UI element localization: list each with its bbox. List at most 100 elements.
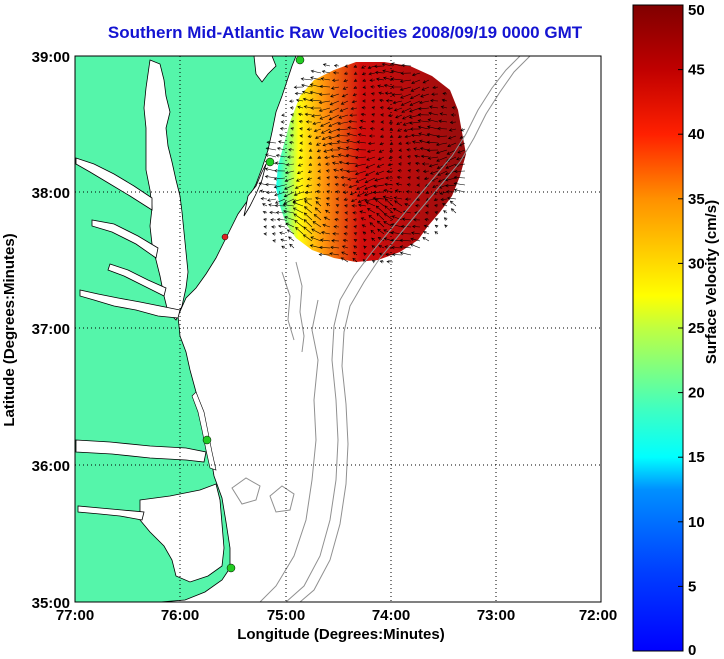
velocity-arrow: [285, 162, 295, 167]
colorbar-tick-label: 0: [688, 642, 696, 659]
velocity-arrow: [456, 156, 466, 161]
velocity-arrow: [295, 226, 304, 235]
velocity-arrow: [409, 107, 421, 113]
velocity-arrows: [258, 62, 466, 264]
velocity-arrow: [332, 232, 340, 236]
velocity-arrow: [270, 218, 277, 222]
velocity-arrow: [383, 221, 394, 228]
velocity-arrow: [350, 198, 358, 202]
station-marker: [295, 56, 305, 65]
velocity-arrow: [331, 78, 340, 83]
velocity-arrow: [371, 99, 376, 103]
velocity-arrow: [373, 64, 385, 68]
velocity-arrow: [374, 198, 385, 207]
velocity-arrow: [371, 245, 376, 249]
velocity-arrow: [343, 197, 349, 201]
graticule: [75, 56, 601, 602]
velocity-arrow: [438, 184, 448, 189]
velocity-arrow: [380, 113, 385, 117]
velocity-arrow: [262, 210, 268, 215]
velocity-arrow: [365, 163, 376, 169]
velocity-arrow: [344, 211, 349, 215]
velocity-arrow: [274, 198, 286, 204]
velocity-arrow: [366, 149, 376, 153]
velocity-arrow: [317, 176, 322, 180]
velocity-arrow: [362, 85, 367, 89]
velocity-arrow: [366, 156, 376, 161]
velocity-arrow: [379, 260, 385, 264]
velocity-arrow: [368, 72, 376, 76]
velocity-arrow: [343, 78, 349, 83]
velocity-arrow: [443, 217, 448, 221]
velocity-arrow: [320, 128, 331, 134]
velocity-arrow: [428, 163, 439, 168]
velocity-arrow: [370, 85, 376, 89]
velocity-arrow: [316, 183, 322, 187]
velocity-arrow: [365, 170, 376, 176]
velocity-arrow: [353, 64, 358, 68]
velocity-arrow: [336, 133, 349, 138]
velocity-arrow: [339, 168, 349, 172]
velocity-arrow: [406, 183, 412, 187]
velocity-arrow: [298, 120, 304, 124]
velocity-arrow: [336, 140, 349, 144]
velocity-arrow: [355, 148, 367, 152]
velocity-arrow: [444, 177, 457, 182]
velocity-arrow: [303, 219, 313, 228]
velocity-arrow: [425, 204, 430, 208]
velocity-arrow: [422, 231, 430, 235]
velocity-arrow: [435, 149, 448, 155]
velocity-arrow: [434, 211, 439, 215]
velocity-arrow: [331, 161, 340, 165]
velocity-arrow: [297, 163, 304, 167]
velocity-arrow: [399, 245, 412, 249]
velocity-arrow: [360, 112, 367, 117]
velocity-arrow: [345, 161, 358, 166]
velocity-arrow: [289, 141, 295, 145]
velocity-arrow: [338, 114, 349, 119]
velocity-arrow: [280, 120, 286, 124]
velocity-arrow: [345, 146, 358, 151]
velocity-arrow: [376, 163, 385, 168]
velocity-arrow: [371, 252, 376, 256]
velocity-arrow: [336, 127, 349, 132]
velocity-arrow: [307, 170, 313, 174]
velocity-arrow: [361, 65, 367, 69]
velocity-arrow: [351, 204, 358, 208]
velocity-arrow: [353, 225, 358, 229]
velocity-arrow: [417, 125, 430, 130]
velocity-arrow: [318, 92, 331, 97]
velocity-arrow: [421, 162, 430, 166]
velocity-arrow: [371, 106, 376, 110]
velocity-arrow: [333, 225, 340, 229]
colorbar-tick-label: 40: [688, 126, 705, 143]
potomac-river: [75, 157, 153, 211]
velocity-arrow: [362, 78, 367, 82]
velocity-arrow: [363, 252, 367, 256]
velocity-arrow: [308, 162, 313, 166]
velocity-arrow: [303, 206, 313, 214]
velocity-arrow: [340, 100, 349, 105]
velocity-arrow: [439, 191, 448, 195]
velocity-arrow: [429, 105, 439, 109]
velocity-arrow: [317, 155, 322, 159]
velocity-arrow: [326, 190, 331, 194]
velocity-arrow: [356, 184, 367, 190]
velocity-arrow: [308, 155, 313, 159]
velocity-arrow: [266, 140, 277, 145]
velocity-arrow: [410, 133, 421, 138]
colorbar-tick-label: 5: [688, 578, 696, 595]
velocity-arrow: [293, 213, 304, 221]
velocity-arrow: [355, 177, 367, 183]
velocity-arrow: [272, 239, 277, 243]
velocity-arrow: [317, 162, 322, 166]
velocity-arrow: [409, 93, 421, 99]
velocity-arrow: [326, 176, 331, 180]
velocity-arrow: [318, 107, 331, 112]
velocity-arrow: [409, 127, 421, 131]
colorbar-ticks: 0 5 10 15 20 25 30 35 40 45 50: [678, 2, 705, 659]
velocity-arrow: [314, 207, 322, 214]
velocity-arrow: [372, 196, 385, 201]
velocity-arrow: [295, 98, 304, 102]
velocity-arrow: [264, 167, 277, 172]
